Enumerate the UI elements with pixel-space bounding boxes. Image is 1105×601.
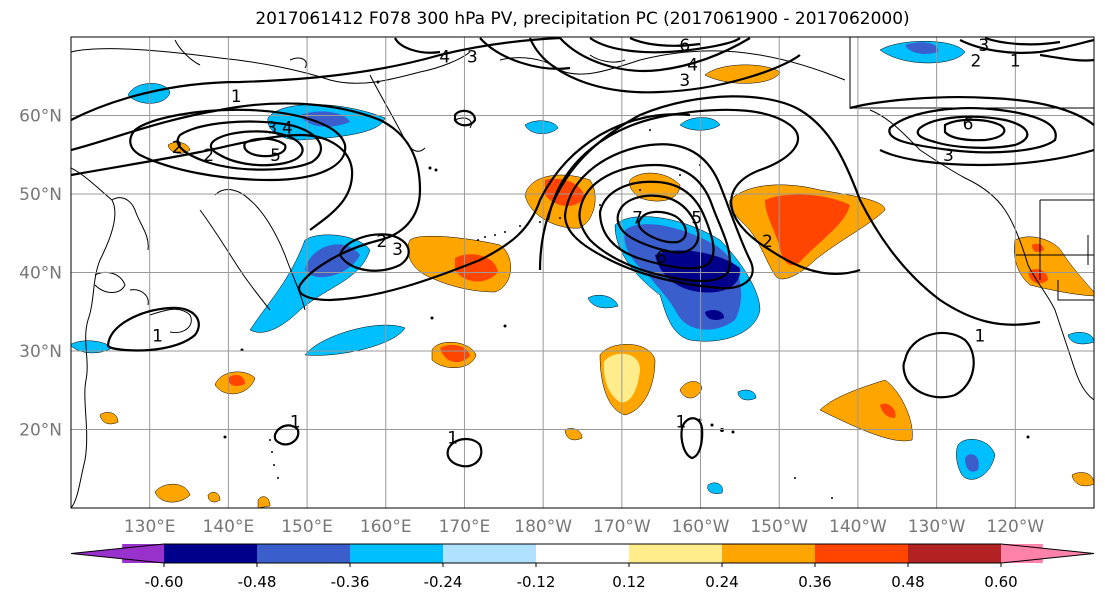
latitude-labels: 20°N 30°N 40°N 50°N 60°N: [19, 107, 62, 441]
colorbar-tick-label: -0.48: [238, 573, 277, 591]
lon-tick-label: 160°W: [672, 517, 730, 537]
pv-contour-label: 1: [974, 326, 985, 346]
lat-tick-label: 60°N: [19, 107, 62, 127]
colorbar-segment: [443, 544, 537, 563]
pv-contour-label: 6: [963, 114, 974, 134]
pv-contour-label: 3: [467, 48, 478, 68]
colorbar-tick-label: -0.24: [424, 573, 463, 591]
colorbar-segment: [350, 544, 444, 563]
colorbar-tick-label: 0.60: [984, 573, 1017, 591]
colorbar-segment: [1001, 544, 1043, 563]
colorbar-tick-label: 0.36: [798, 573, 831, 591]
lat-tick-label: 20°N: [19, 421, 62, 441]
map-frame: [70, 36, 1095, 509]
lat-tick-label: 30°N: [19, 342, 62, 362]
pv-contour-label: 3: [266, 118, 277, 138]
colorbar-tick-label: 0.48: [891, 573, 924, 591]
pv-contour-label: 5: [691, 209, 702, 229]
pv-contour-label: 1: [290, 413, 301, 433]
pv-contour-label: 3: [943, 146, 954, 166]
map-title: 2017061412 F078 300 hPa PV, precipitatio…: [255, 9, 910, 29]
pv-contour-label: 3: [978, 36, 989, 56]
longitude-labels: 130°E 140°E 150°E 160°E 170°E 180°W 170°W 160°W…: [124, 517, 1045, 537]
lat-tick-label: 40°N: [19, 264, 62, 284]
colorbar-segment: [536, 544, 630, 563]
pv-contour-label: 2: [971, 52, 982, 72]
lon-tick-label: 130°E: [124, 517, 176, 537]
lon-tick-label: 150°E: [281, 517, 333, 537]
pv-contour-label: 1: [152, 326, 163, 346]
colorbar-tick-label: -0.36: [331, 573, 370, 591]
pv-contour-label: 2: [172, 138, 183, 158]
pv-contour-label: 1: [231, 87, 242, 107]
pv-contour-label: 3: [392, 240, 403, 260]
pv-contour-label: 7: [632, 209, 643, 229]
colorbar-segment: [257, 544, 351, 563]
pv-contour-label: 4: [439, 48, 450, 68]
pv-contour-label: 6: [679, 36, 690, 56]
pv-contour-label: 4: [687, 55, 698, 75]
colorbar-segment: [122, 544, 164, 563]
pv-contour-label: 2: [762, 232, 773, 252]
lon-tick-label: 120°W: [986, 517, 1044, 537]
gridlines: [71, 37, 1094, 508]
lon-tick-label: 140°W: [829, 517, 887, 537]
lon-tick-label: 170°E: [439, 517, 491, 537]
pv-contours: [71, 37, 1094, 468]
pv-contour-label: 1: [1010, 52, 1021, 72]
colorbar-segment: [629, 544, 723, 563]
pv-contour-label: 2: [376, 232, 387, 252]
lon-tick-label: 140°E: [203, 517, 255, 537]
colorbar-tick-label: 0.12: [612, 573, 645, 591]
precipitation-shading: [71, 41, 1094, 508]
lon-tick-label: 160°E: [360, 517, 412, 537]
pv-contour-label: 1: [447, 428, 458, 448]
lon-tick-label: 150°W: [750, 517, 808, 537]
colorbar-tick-label: -0.60: [145, 573, 184, 591]
colorbar-segment: [164, 544, 258, 563]
pv-contour-label: 4: [282, 118, 293, 138]
lon-tick-label: 170°W: [593, 517, 651, 537]
lon-tick-label: 130°W: [908, 517, 966, 537]
colorbar-segment: [908, 544, 1002, 563]
pv-contour-label: 1: [675, 413, 686, 433]
colorbar-segment: [722, 544, 816, 563]
pv-contour-label: 5: [270, 146, 281, 166]
pv-contour-label: 3: [679, 71, 690, 91]
lon-tick-label: 180°W: [514, 517, 572, 537]
lat-tick-label: 50°N: [19, 185, 62, 205]
pv-contour-label: 2: [203, 146, 214, 166]
colorbar: [70, 543, 1095, 564]
colorbar-segment: [815, 544, 909, 563]
colorbar-tick-label: -0.12: [517, 573, 556, 591]
colorbar-tick-labels: -0.60 -0.48 -0.36 -0.24 -0.12 0.12 0.24 0.36 0.4…: [145, 563, 1018, 591]
pv-contour-label: 6: [656, 248, 667, 268]
colorbar-tick-label: 0.24: [705, 573, 738, 591]
